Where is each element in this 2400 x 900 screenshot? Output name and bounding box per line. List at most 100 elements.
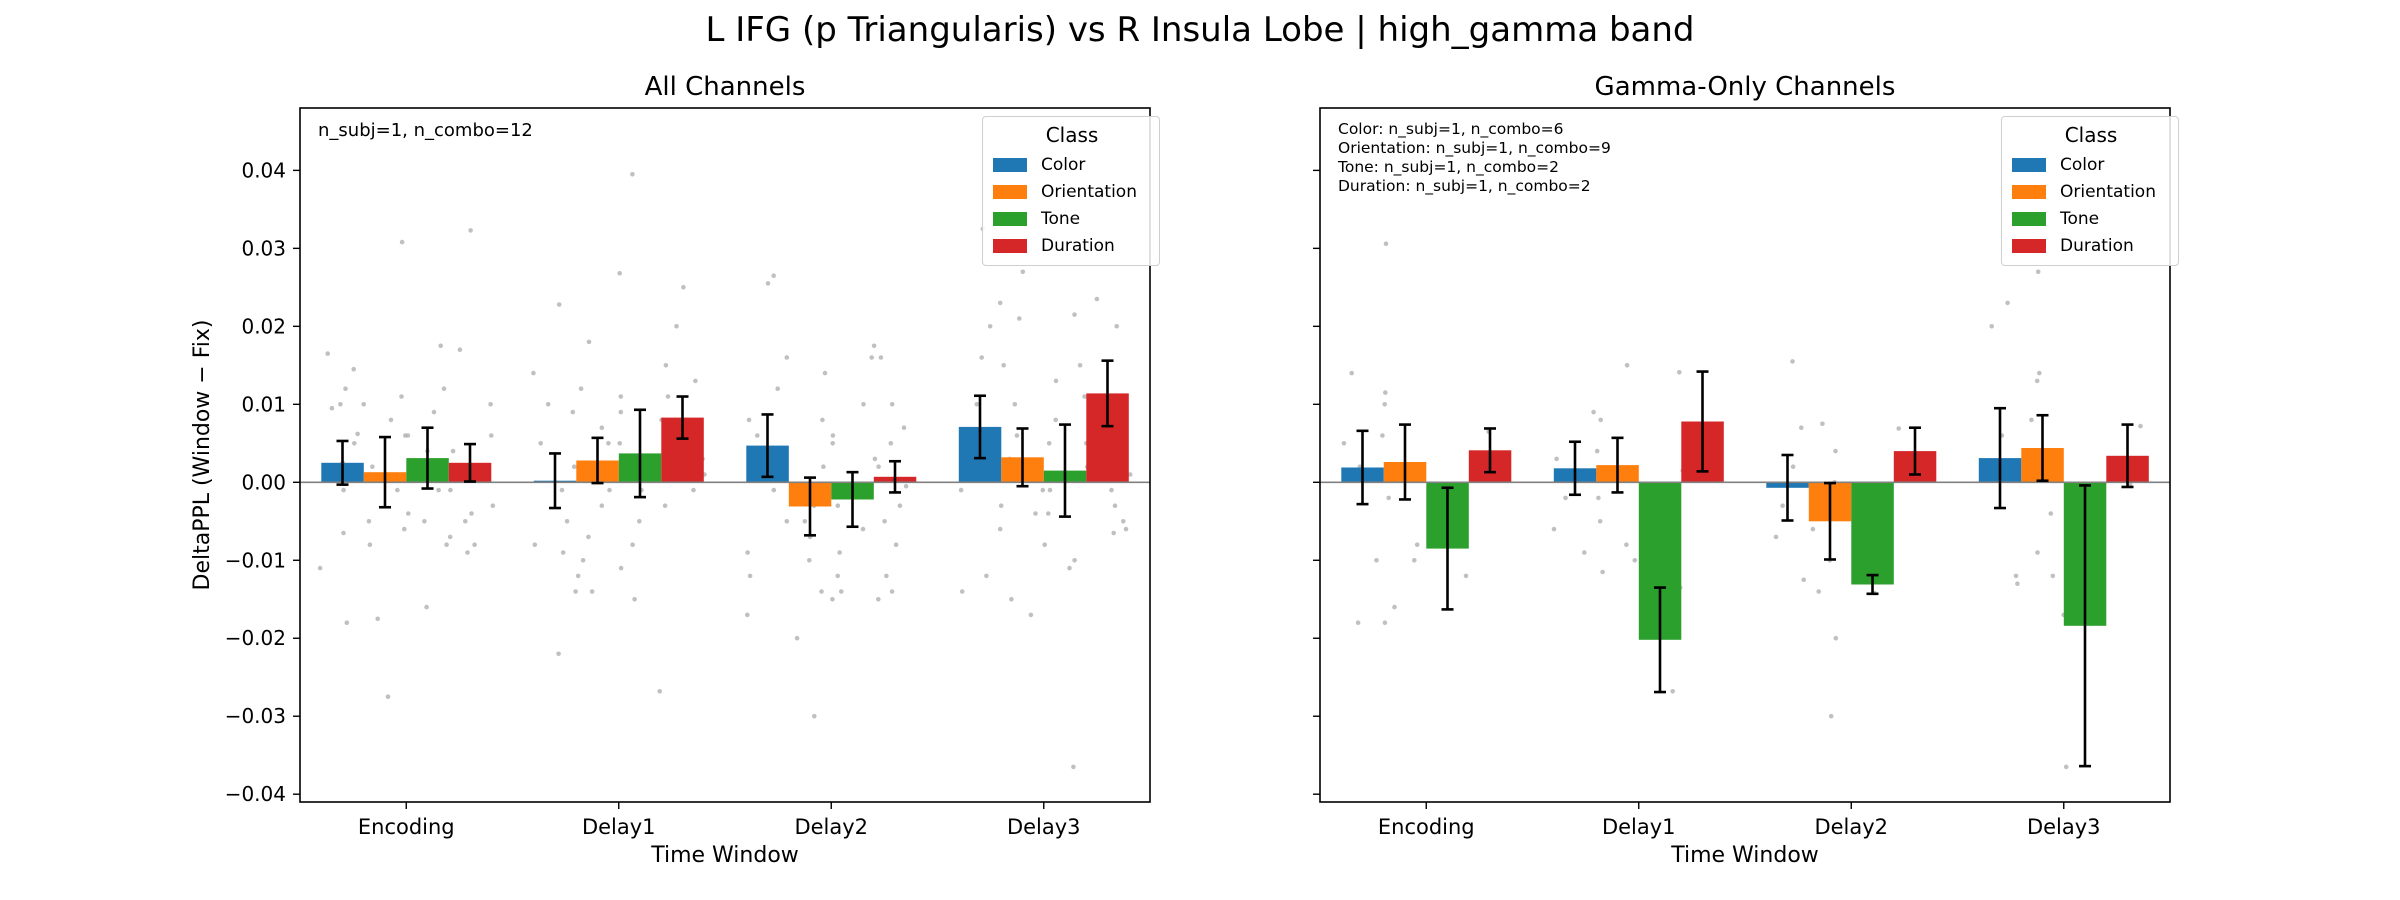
left-scatter-point [1033,511,1038,516]
right-scatter-point [1383,390,1388,395]
left-scatter-point [747,573,753,579]
left-scatter-point [571,464,577,470]
left-scatter-point [903,483,909,489]
right-scatter-point [1341,441,1347,446]
left-scatter-point [618,394,624,399]
right-scatter-point [1598,417,1603,423]
left-scatter-point [606,441,611,446]
right-scatter-point [1382,402,1387,407]
left-scatter-point [1123,526,1129,532]
right-scatter-point [1582,550,1587,555]
left-scatter-point [1109,487,1114,493]
right-scatter-point [1773,534,1779,540]
left-scatter-point [830,597,835,602]
left-scatter-point [490,503,496,509]
right-scatter-point [1596,495,1601,501]
left-y-axis-label: DeltaPPL (Window − Fix) [190,319,215,591]
left-scatter-point [1009,597,1014,602]
right-scatter-point [1828,713,1834,719]
right-scatter-point [1355,620,1361,625]
left-scatter-point [665,394,671,399]
right-scatter-point [2063,764,2069,770]
left-legend-item-duration: Duration [993,232,1151,259]
left-scatter-point [997,300,1003,306]
left-legend-label-color: Color [1041,154,1086,175]
right-x-axis-label: Time Window [1671,843,1819,868]
right-bar-tone [1851,482,1894,585]
left-scatter-point [578,386,584,392]
left-scatter-point [344,620,350,625]
left-y-tick-label: −0.03 [225,704,286,728]
right-scatter-point [1816,589,1821,594]
left-scatter-point [556,302,562,307]
left-scatter-point [317,565,323,571]
right-scatter-point [1801,577,1806,583]
right-legend-label-tone: Tone [2060,208,2100,229]
left-legend-item-tone: Tone [993,205,1151,232]
left-scatter-point [693,378,698,384]
left-panel-title: All Channels [644,72,806,102]
left-y-tick-label: 0.02 [241,314,286,338]
left-y-tick-label: 0.01 [241,392,286,416]
left-scatter-point [794,635,800,641]
left-scatter-point [1127,472,1133,477]
left-scatter-point [882,519,887,524]
left-scatter-point [1094,296,1100,302]
left-legend-label-orientation: Orientation [1041,181,1137,202]
left-scatter-point [559,487,565,493]
left-scatter-point [351,366,357,372]
left-scatter-point [580,558,586,563]
left-scatter-point [876,464,881,470]
left-scatter-point [341,530,346,536]
left-scatter-point [406,511,411,516]
left-scatter-point [681,285,686,290]
right-scatter-point [1551,526,1557,532]
left-x-axis-label: Time Window [651,843,799,868]
left-scatter-point [556,651,561,657]
left-scatter-point [361,402,367,407]
right-legend-label-orientation: Orientation [2060,181,2156,202]
left-scatter-point [570,409,576,415]
left-scatter-point [889,589,895,594]
right-x-tick-label: Delay1 [1602,815,1676,839]
left-scatter-point [812,713,817,719]
left-scatter-point [325,351,331,356]
left-scatter-point [872,456,878,462]
left-scatter-point [447,534,453,540]
left-scatter-point [573,589,578,594]
right-annotation-line-color: Color: n_subj=1, n_combo=6 [1338,120,1564,138]
left-scatter-point [662,503,668,509]
left-scatter-point [402,526,407,532]
left-scatter-point [835,503,841,509]
left-scatter-point [352,441,357,446]
left-scatter-point [441,386,447,392]
left-scatter-point [884,573,889,579]
right-legend-item-tone: Tone [2012,205,2170,232]
right-scatter-point [1600,569,1605,575]
left-scatter-point [469,511,474,516]
right-scatter-point [1780,503,1785,509]
right-scatter-point [2037,370,2042,376]
left-scatter-point [959,589,965,594]
left-scatter-point [617,271,622,276]
right-legend-label-color: Color [2060,154,2105,175]
right-scatter-point [1383,241,1389,246]
left-legend-swatch-orientation [993,184,1027,199]
left-scatter-point [861,402,866,407]
right-legend-item-orientation: Orientation [2012,178,2170,205]
left-scatter-point [355,431,360,437]
right-scatter-point [1799,425,1804,431]
left-scatter-point [468,228,473,233]
right-legend-swatch-orientation [2012,184,2046,199]
left-scatter-point [1040,487,1046,493]
left-scatter-point [1012,402,1018,407]
right-scatter-point [1386,495,1391,501]
left-scatter-point [984,573,989,579]
right-scatter-point [1989,324,1994,329]
right-scatter-point [2005,300,2010,306]
left-scatter-point [618,409,624,415]
left-x-tick-label: Delay3 [1007,815,1081,839]
left-x-tick-label: Delay2 [794,815,868,839]
right-x-tick-label: Delay3 [2027,815,2101,839]
left-y-tick-label: 0.00 [241,470,286,494]
